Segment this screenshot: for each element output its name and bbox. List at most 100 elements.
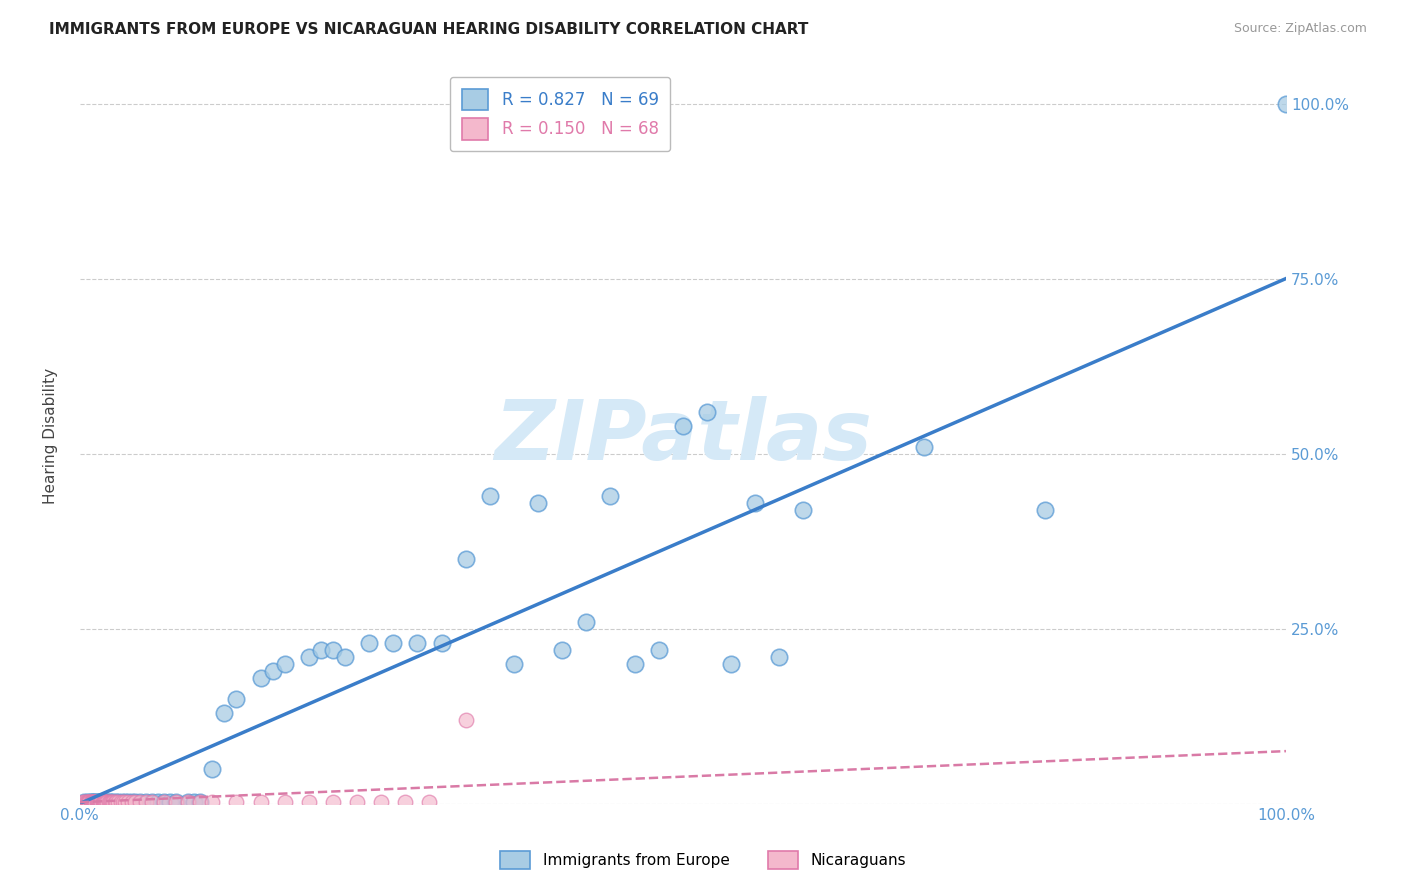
Point <box>90 795 112 809</box>
Point <box>912 440 935 454</box>
Point <box>107 795 129 809</box>
Point <box>274 795 297 809</box>
Point <box>165 795 187 809</box>
Point <box>104 795 127 809</box>
Point <box>177 795 200 809</box>
Point <box>121 795 143 809</box>
Point <box>159 795 181 809</box>
Point <box>249 671 271 685</box>
Point <box>112 795 135 809</box>
Point <box>575 615 598 629</box>
Point <box>359 635 381 649</box>
Point <box>503 657 526 671</box>
Point <box>82 795 104 809</box>
Point <box>87 795 110 809</box>
Point <box>107 795 129 809</box>
Point <box>79 795 101 809</box>
Point <box>110 795 132 809</box>
Legend: R = 0.827   N = 69, R = 0.150   N = 68: R = 0.827 N = 69, R = 0.150 N = 68 <box>450 77 671 152</box>
Point <box>744 495 766 509</box>
Point <box>527 495 550 509</box>
Point <box>322 642 344 657</box>
Point <box>84 795 107 809</box>
Point <box>551 642 574 657</box>
Point <box>370 795 392 809</box>
Point <box>406 635 429 649</box>
Point <box>87 795 110 809</box>
Point <box>77 795 100 809</box>
Point <box>93 795 115 809</box>
Point <box>96 795 118 809</box>
Point <box>83 795 105 809</box>
Point <box>86 795 108 809</box>
Point <box>309 642 332 657</box>
Point <box>454 551 477 566</box>
Point <box>80 795 103 809</box>
Point <box>103 795 125 809</box>
Point <box>153 795 176 809</box>
Point <box>478 489 501 503</box>
Point <box>177 795 200 809</box>
Point <box>672 418 695 433</box>
Point <box>153 795 176 809</box>
Point <box>90 795 112 809</box>
Point <box>83 795 105 809</box>
Point <box>98 795 121 809</box>
Point <box>96 795 118 809</box>
Point <box>183 795 205 809</box>
Point <box>382 635 405 649</box>
Point <box>89 795 111 809</box>
Point <box>647 642 669 657</box>
Point <box>104 795 127 809</box>
Point <box>274 657 297 671</box>
Point <box>146 795 169 809</box>
Point <box>141 795 163 809</box>
Point <box>80 795 103 809</box>
Point <box>262 664 284 678</box>
Point <box>100 795 122 809</box>
Point <box>346 795 368 809</box>
Point <box>792 502 814 516</box>
Point <box>76 795 98 809</box>
Text: ZIPatlas: ZIPatlas <box>494 395 872 476</box>
Point <box>103 795 125 809</box>
Point <box>86 795 108 809</box>
Point <box>249 795 271 809</box>
Point <box>79 795 101 809</box>
Point <box>101 795 124 809</box>
Point <box>188 795 211 809</box>
Point <box>79 795 101 809</box>
Point <box>96 795 118 809</box>
Point <box>91 795 114 809</box>
Point <box>87 795 110 809</box>
Point <box>117 795 139 809</box>
Point <box>720 657 742 671</box>
Point <box>111 795 134 809</box>
Point <box>94 795 117 809</box>
Point <box>623 657 645 671</box>
Point <box>1033 502 1056 516</box>
Point <box>322 795 344 809</box>
Point <box>135 795 157 809</box>
Point <box>225 691 247 706</box>
Point <box>114 795 136 809</box>
Point <box>76 795 98 809</box>
Point <box>141 795 163 809</box>
Point <box>430 635 453 649</box>
Point <box>84 795 107 809</box>
Point <box>75 795 97 809</box>
Point <box>333 649 356 664</box>
Point <box>93 795 115 809</box>
Point <box>129 795 152 809</box>
Point <box>394 795 416 809</box>
Point <box>298 649 321 664</box>
Point <box>100 795 122 809</box>
Point <box>201 762 224 776</box>
Point <box>114 795 136 809</box>
Point <box>91 795 114 809</box>
Legend: Immigrants from Europe, Nicaraguans: Immigrants from Europe, Nicaraguans <box>494 845 912 875</box>
Y-axis label: Hearing Disability: Hearing Disability <box>44 368 58 504</box>
Point <box>188 795 211 809</box>
Point <box>89 795 111 809</box>
Point <box>94 795 117 809</box>
